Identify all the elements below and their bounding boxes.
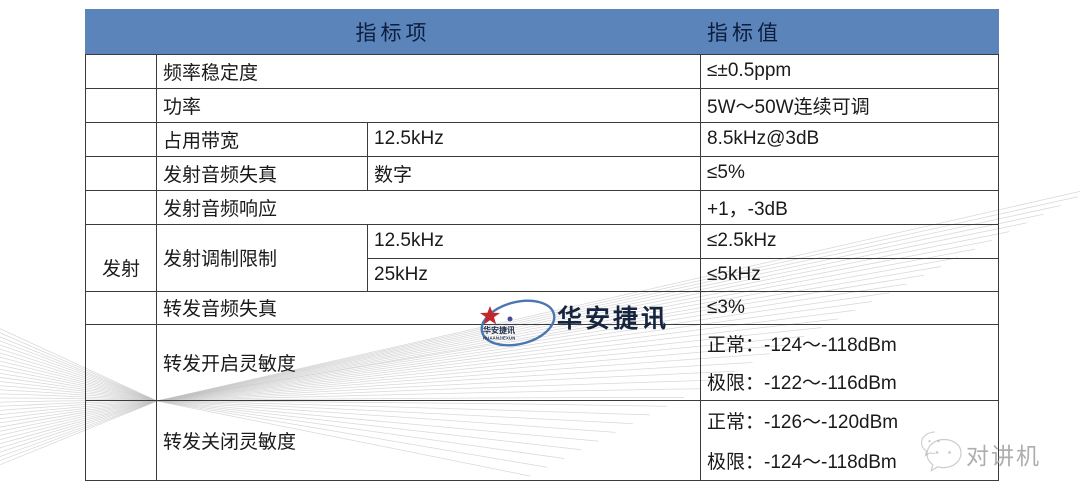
svg-text:HUAANJIEXUN: HUAANJIEXUN <box>483 336 515 341</box>
svg-text:华安捷讯: 华安捷讯 <box>483 325 515 335</box>
